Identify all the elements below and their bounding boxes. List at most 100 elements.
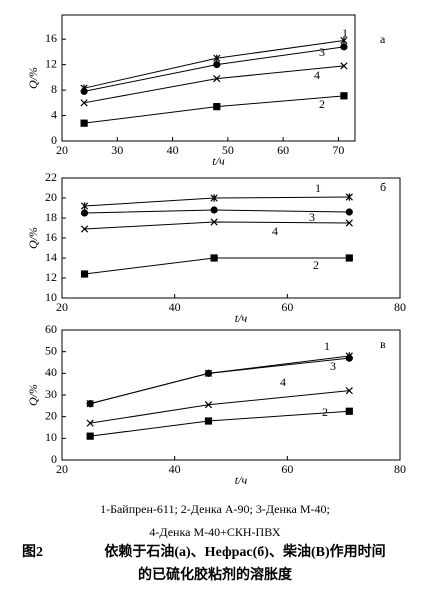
marker (80, 87, 88, 95)
marker (210, 194, 218, 202)
y-tick-label: 20 (45, 408, 57, 422)
y-tick-label: 10 (45, 430, 57, 444)
x-axis-label: t/ч (235, 473, 248, 487)
marker (340, 92, 348, 100)
marker (213, 75, 221, 83)
marker (345, 193, 353, 201)
y-tick-label: 14 (45, 250, 57, 264)
y-tick-label: 4 (51, 107, 57, 121)
x-tick-label: 20 (56, 462, 68, 476)
x-tick-label: 60 (277, 143, 289, 157)
x-tick-label: 40 (167, 143, 179, 157)
series-label: 4 (280, 375, 286, 389)
marker (86, 432, 94, 440)
marker (345, 407, 353, 415)
x-tick-label: 80 (394, 462, 406, 476)
series-label: 3 (309, 210, 315, 224)
marker (340, 62, 348, 70)
y-axis-label: Q/% (26, 67, 40, 89)
marker (80, 225, 89, 233)
marker (345, 254, 353, 262)
marker (340, 43, 348, 51)
series-label: 2 (322, 405, 328, 419)
y-tick-label: 18 (45, 210, 57, 224)
series-label: 3 (319, 45, 325, 59)
legend-line: 4-Денка М-40+СКН-ПВХ (149, 525, 281, 539)
y-axis-label: Q/% (26, 384, 40, 406)
x-axis-label: t/ч (235, 311, 248, 325)
x-tick-label: 20 (56, 143, 68, 157)
x-tick-label: 80 (394, 300, 406, 314)
marker (340, 36, 348, 45)
x-tick-label: 30 (111, 143, 123, 157)
x-tick-label: 70 (332, 143, 344, 157)
marker (345, 387, 353, 395)
plot-frame (61, 329, 401, 461)
y-tick-label: 10 (45, 290, 57, 304)
panel-label: в (380, 337, 386, 351)
series-line (84, 46, 345, 92)
series-label: 4 (272, 224, 278, 238)
x-tick-label: 60 (281, 300, 293, 314)
marker (210, 218, 218, 226)
marker (80, 99, 88, 107)
series-label: 4 (314, 68, 320, 82)
marker (204, 401, 213, 409)
series-label: 1 (315, 181, 321, 195)
series-label: 2 (319, 97, 325, 111)
y-tick-label: 16 (45, 230, 57, 244)
plot-frame (61, 14, 356, 142)
x-tick-label: 60 (281, 462, 293, 476)
y-tick-label: 8 (51, 82, 57, 96)
y-tick-label: 0 (51, 133, 57, 147)
y-tick-label: 16 (45, 31, 57, 45)
marker (210, 254, 218, 262)
series-line (84, 65, 344, 104)
marker (80, 119, 88, 127)
y-tick-label: 12 (45, 270, 57, 284)
series-label: 3 (330, 359, 336, 373)
marker (80, 270, 89, 278)
series-label: 2 (313, 258, 319, 272)
series-label: 1 (342, 26, 348, 40)
marker (345, 219, 353, 227)
series-line (90, 355, 350, 405)
caption-text: 的已硫化胶粘剂的溶胀度 (138, 566, 293, 583)
y-axis-label: Q/% (26, 227, 40, 249)
marker (204, 369, 213, 377)
y-tick-label: 0 (51, 452, 57, 466)
y-tick-label: 22 (45, 170, 57, 184)
marker (213, 103, 221, 111)
y-tick-label: 50 (45, 343, 57, 357)
panel-label: а (380, 32, 386, 46)
marker (213, 61, 221, 69)
marker (80, 202, 89, 210)
x-axis-label: t/ч (212, 154, 225, 168)
marker (86, 400, 94, 408)
legend-line: 1-Байпрен-611; 2-Денка А-90; 3-Денка М-4… (100, 502, 330, 516)
marker (86, 419, 94, 427)
series-line (90, 410, 350, 437)
marker (80, 209, 89, 217)
series-label: 1 (324, 339, 330, 353)
y-tick-label: 12 (45, 56, 57, 70)
marker (204, 417, 213, 425)
caption-text: 依赖于石油(а)、Нефрас(б)、柴油(В)作用时间 (104, 543, 385, 560)
panel-label: б (380, 180, 386, 194)
series-line (90, 357, 350, 405)
marker (213, 54, 221, 62)
y-tick-label: 20 (45, 190, 57, 204)
marker (345, 208, 353, 216)
x-tick-label: 50 (222, 143, 234, 157)
marker (345, 354, 353, 362)
y-tick-label: 40 (45, 365, 57, 379)
caption-number: 图2 (22, 544, 43, 560)
x-tick-label: 40 (169, 462, 181, 476)
series-line (90, 390, 350, 424)
x-tick-label: 40 (169, 300, 181, 314)
y-tick-label: 60 (45, 322, 57, 336)
x-tick-label: 20 (56, 300, 68, 314)
marker (210, 206, 218, 214)
y-tick-label: 30 (45, 387, 57, 401)
